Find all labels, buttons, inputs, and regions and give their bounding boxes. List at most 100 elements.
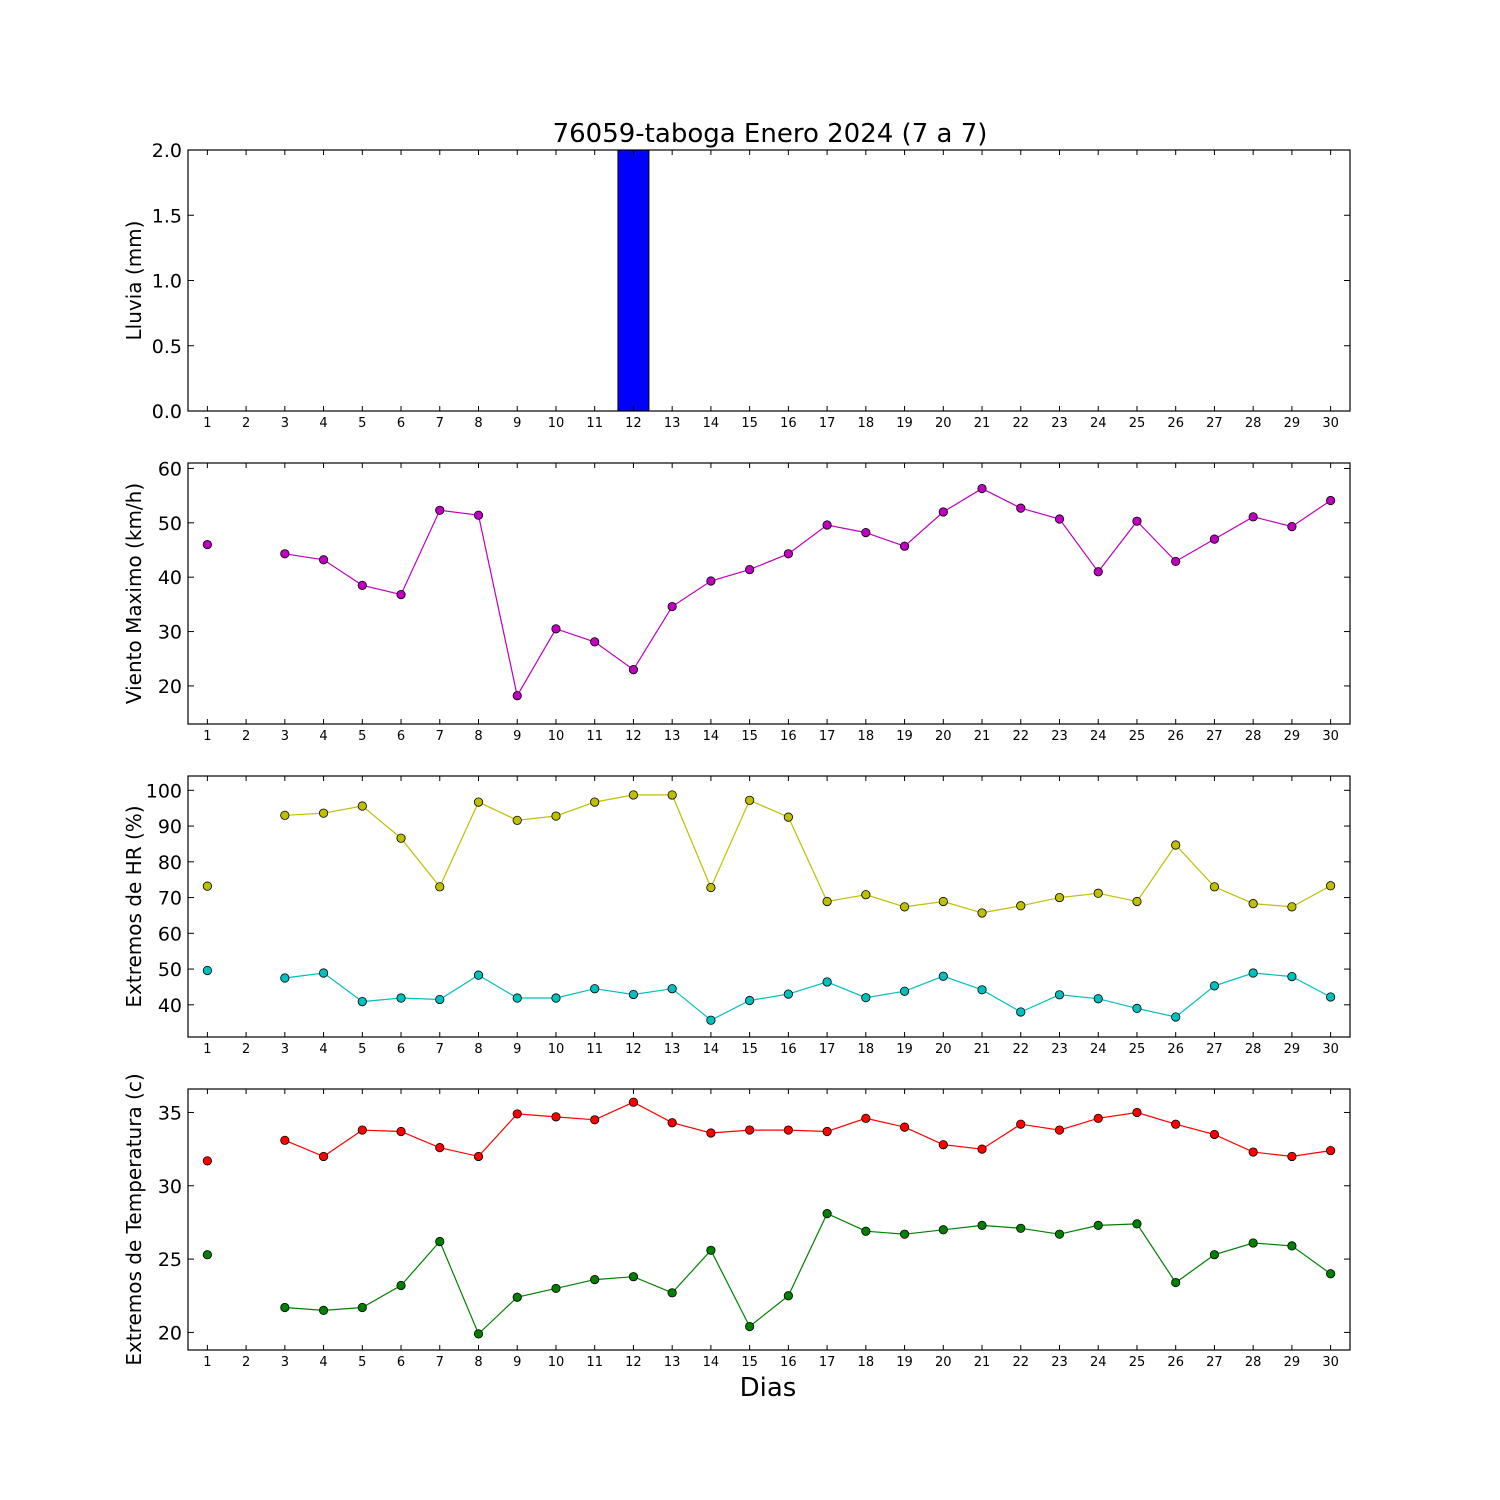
series-2-point-day-7	[435, 994, 445, 1005]
series-2-point-day-13	[667, 1288, 677, 1298]
series-1-point-day-12	[628, 1097, 639, 1107]
x-tick-label: 21	[974, 1355, 991, 1370]
x-tick-label: 14	[703, 416, 720, 431]
y-tick-label: 1.5	[152, 205, 182, 227]
series-1-point-day-8	[473, 797, 484, 807]
x-tick-label: 15	[741, 1355, 758, 1370]
series-1-point-day-29	[1287, 902, 1297, 912]
series-1-point-day-3	[280, 810, 290, 820]
x-tick-label: 7	[436, 1355, 444, 1370]
y-tick-label: 20	[158, 1322, 182, 1344]
x-tick-label: 24	[1090, 1355, 1107, 1370]
series-1-point-day-9	[512, 691, 522, 701]
series-1-point-day-5	[357, 801, 367, 811]
x-tick-label: 27	[1206, 1042, 1223, 1057]
x-tick-label: 6	[397, 729, 405, 744]
x-tick-label: 15	[741, 416, 758, 431]
series-1-point-day-7	[435, 505, 445, 515]
x-tick-label: 20	[935, 416, 952, 431]
series-2-point-day-16	[783, 1291, 793, 1301]
x-tick-label: 2	[242, 1042, 250, 1057]
series-1-point-day-20	[938, 507, 948, 517]
series-1-point-day-15	[745, 1125, 755, 1135]
series-1-point-day-23	[1054, 1125, 1065, 1135]
x-tick-label: 26	[1167, 1042, 1184, 1057]
series-2-point-day-9	[512, 1292, 522, 1302]
series-2-point-day-6	[396, 993, 406, 1003]
x-tick-label: 25	[1129, 416, 1146, 431]
x-tick-label: 15	[741, 729, 758, 744]
series-1-point-day-1	[202, 1156, 212, 1166]
x-tick-label: 13	[664, 1042, 681, 1057]
x-tick-label: 9	[513, 1355, 521, 1370]
x-tick-label: 28	[1245, 729, 1262, 744]
x-tick-label: 16	[780, 416, 797, 431]
series-1-point-day-20	[938, 896, 948, 907]
series-1-point-day-25	[1132, 896, 1142, 907]
x-tick-label: 18	[858, 729, 875, 744]
series-1-point-day-26	[1171, 840, 1181, 850]
series-2-point-day-10	[551, 993, 561, 1003]
series-1-point-day-28	[1248, 1147, 1258, 1157]
x-tick-label: 23	[1051, 1355, 1068, 1370]
x-tick-label: 7	[436, 1042, 444, 1057]
series-2-point-day-4	[318, 1305, 329, 1316]
x-tick-label: 21	[974, 1042, 991, 1057]
x-tick-label: 6	[397, 1042, 405, 1057]
y-tick-label: 90	[158, 816, 182, 838]
x-tick-label: 30	[1322, 729, 1339, 744]
series-1-point-day-5	[357, 580, 367, 590]
panel-3-frame	[187, 775, 1351, 1038]
series-2-point-day-22	[1016, 1223, 1026, 1233]
y-axis-label: Viento Maximo (km/h)	[122, 483, 146, 704]
y-tick-label: 35	[158, 1102, 182, 1124]
x-tick-label: 11	[586, 1355, 603, 1370]
series-1-point-day-18	[861, 527, 871, 538]
panel-3: 1 2 3 4 5 6 7 8 9 10 11 12 13 14 15 16 17 18 19 20 21 22 23 24 2…	[122, 775, 1351, 1057]
series-1-point-day-19	[899, 541, 910, 551]
y-tick-label: 60	[158, 458, 182, 480]
series-1-point-day-28	[1248, 899, 1258, 909]
x-tick-label: 9	[513, 729, 521, 744]
x-tick-label: 10	[548, 1355, 565, 1370]
series-2-point-day-17	[822, 977, 832, 987]
x-tick-label: 4	[319, 729, 327, 744]
x-tick-label: 17	[819, 1355, 836, 1370]
series-2-point-day-11	[590, 1275, 600, 1285]
series-1-point-day-26	[1171, 556, 1181, 567]
series-1-point-day-22	[1016, 901, 1026, 911]
series-1-point-day-23	[1054, 892, 1065, 903]
series-2-point-day-30	[1326, 1269, 1336, 1279]
x-tick-label: 22	[1012, 1042, 1029, 1057]
x-tick-label: 12	[625, 1042, 642, 1057]
y-tick-label: 40	[158, 995, 182, 1017]
series-2-point-day-23	[1054, 1229, 1065, 1239]
series-2-point-day-10	[551, 1283, 561, 1294]
x-tick-label: 19	[896, 416, 913, 431]
series-1-point-day-13	[667, 601, 677, 612]
x-tick-label: 23	[1051, 729, 1068, 744]
series-1-point-day-6	[396, 589, 406, 600]
chart-title: 76059-taboga Enero 2024 (7 a 7)	[553, 119, 988, 149]
x-tick-label: 21	[974, 729, 991, 744]
x-tick-label: 8	[474, 1042, 482, 1057]
x-tick-label: 27	[1206, 416, 1223, 431]
x-tick-label: 27	[1206, 1355, 1223, 1370]
series-2-point-day-29	[1287, 1241, 1297, 1251]
series-1-point-day-4	[318, 555, 329, 565]
y-tick-label: 100	[146, 780, 182, 802]
x-tick-label: 2	[242, 416, 250, 431]
series-1-point-day-16	[783, 1125, 793, 1135]
x-tick-label: 24	[1090, 729, 1107, 744]
x-tick-label: 28	[1245, 1355, 1262, 1370]
series-2-point-day-5	[357, 997, 367, 1007]
series-1-point-day-21	[977, 483, 987, 494]
x-tick-label: 17	[819, 416, 836, 431]
series-2-point-day-30	[1326, 992, 1336, 1002]
series-1-point-day-17	[822, 1126, 832, 1137]
y-tick-label: 80	[158, 852, 182, 874]
series-2-point-day-14	[706, 1015, 716, 1025]
series-1-point-day-25	[1132, 516, 1142, 526]
series-1-point-day-30	[1326, 1145, 1336, 1156]
series-1-point-day-19	[899, 1122, 910, 1132]
